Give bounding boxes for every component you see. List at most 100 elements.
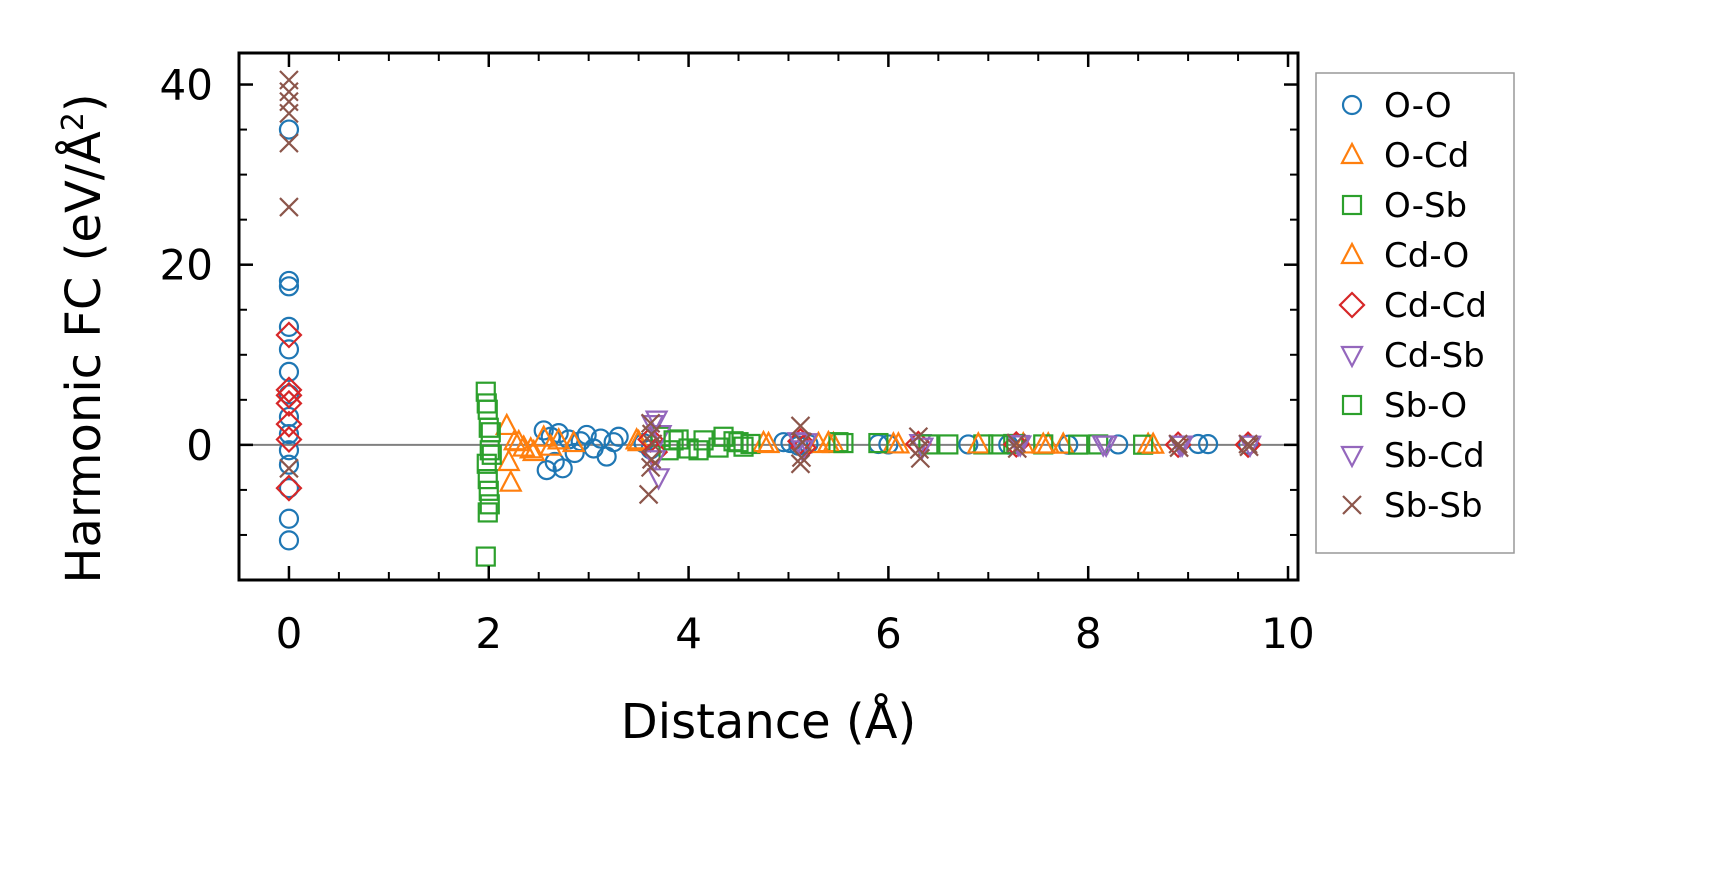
y-axis-label-close: ) (56, 93, 112, 112)
data-point (910, 448, 931, 469)
data-point (278, 339, 300, 360)
y-axis-label-main: Harmonic FC (eV/Å (55, 131, 112, 584)
series-o-cd (494, 412, 1160, 492)
data-point (1169, 437, 1189, 458)
data-point (561, 429, 586, 453)
data-point (494, 412, 519, 436)
data-point (531, 424, 556, 447)
data-point (278, 454, 300, 475)
legend-label: O-Sb (1384, 186, 1467, 226)
legend-label: Sb-Cd (1384, 436, 1485, 476)
data-point (688, 440, 709, 461)
data-point (278, 119, 300, 140)
data-point (552, 458, 573, 479)
x-axis-label: Distance (Å) (621, 693, 916, 750)
data-point (496, 448, 521, 472)
data-point (708, 437, 729, 458)
data-point (646, 468, 671, 491)
data-point (275, 381, 303, 409)
data-point (278, 423, 300, 445)
data-point (477, 469, 498, 490)
data-point (1007, 438, 1028, 459)
data-point (790, 454, 811, 474)
data-point (938, 434, 959, 455)
data-point (624, 427, 649, 450)
data-point (640, 457, 661, 478)
axes-frame (237, 51, 1300, 582)
data-point (476, 393, 497, 414)
data-point (480, 422, 501, 443)
data-point (481, 444, 502, 465)
data-point (279, 197, 299, 217)
data-point (278, 361, 300, 383)
data-point (713, 426, 734, 447)
data-point (477, 399, 498, 420)
legend-marker (1340, 345, 1364, 369)
legend-marker (1342, 495, 1362, 515)
data-point (663, 430, 684, 451)
data-point (548, 423, 569, 444)
data-point (478, 417, 499, 438)
axes (237, 51, 1300, 582)
data-point (1168, 434, 1188, 454)
x-tick-label: 6 (875, 609, 902, 658)
data-point (477, 502, 498, 523)
data-point (966, 431, 991, 454)
y-axis-label: Harmonic FC (eV/Å2) (55, 93, 112, 583)
legend-marker (1341, 194, 1363, 216)
data-point (733, 436, 754, 457)
data-point (1068, 434, 1089, 455)
data-point (1094, 435, 1119, 459)
data-point (279, 133, 299, 153)
legend-marker (1341, 394, 1363, 416)
data-point (1006, 433, 1027, 453)
data-point (475, 546, 496, 567)
plot-area (239, 70, 1298, 567)
series-cd-o (506, 424, 1165, 459)
data-point (498, 469, 523, 492)
data-point (279, 81, 299, 102)
data-point (506, 428, 531, 452)
data-point (275, 474, 303, 502)
series-o-o (278, 119, 1259, 551)
data-point (886, 431, 911, 454)
data-point (608, 426, 629, 447)
data-point (278, 276, 300, 297)
data-point (279, 458, 299, 479)
x-tick-label: 8 (1075, 609, 1102, 658)
data-point (278, 530, 300, 551)
legend-label: Sb-O (1384, 386, 1467, 426)
data-point (275, 376, 303, 404)
ticks: 0 2 4 6 8 10 0 20 40 (160, 53, 1315, 658)
data-point (546, 427, 571, 450)
legend-label: O-Cd (1384, 136, 1469, 176)
series-o-sb (475, 381, 1154, 567)
data-point (275, 425, 303, 454)
legend-label: Cd-O (1384, 236, 1469, 276)
data-point (642, 434, 663, 454)
data-point (728, 432, 749, 453)
data-point (792, 432, 813, 452)
data-point (740, 433, 761, 455)
legend: O-O O-Cd O-Sb Cd-O Cd-Cd Cd-Sb Sb-O Sb-Cd Sb-Sb (1315, 72, 1515, 554)
data-point (518, 436, 543, 459)
series-sb-sb (279, 70, 1259, 505)
y-tick-label: 40 (160, 61, 213, 110)
legend-marker (1340, 445, 1364, 469)
x-tick-label: 4 (675, 609, 702, 658)
data-point (1141, 431, 1165, 454)
legend-label: Sb-Sb (1384, 486, 1483, 526)
data-point (1239, 436, 1259, 457)
data-point (278, 478, 300, 499)
data-point (918, 434, 939, 455)
data-point (538, 433, 563, 456)
data-point (278, 316, 300, 337)
data-point (638, 484, 659, 505)
legend-label: O-O (1384, 86, 1452, 126)
series-cd-cd (275, 321, 1262, 502)
y-tick-label: 20 (160, 241, 213, 290)
x-tick-label: 0 (276, 609, 303, 658)
data-point (278, 440, 300, 461)
data-point (278, 270, 300, 292)
